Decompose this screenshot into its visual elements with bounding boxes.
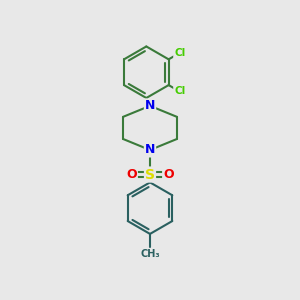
Text: O: O	[126, 168, 137, 181]
Text: Cl: Cl	[174, 86, 185, 97]
Text: O: O	[163, 168, 174, 181]
Text: S: S	[145, 167, 155, 182]
Text: N: N	[145, 99, 155, 112]
Text: CH₃: CH₃	[140, 249, 160, 259]
Text: Cl: Cl	[174, 48, 185, 58]
Text: N: N	[145, 143, 155, 157]
